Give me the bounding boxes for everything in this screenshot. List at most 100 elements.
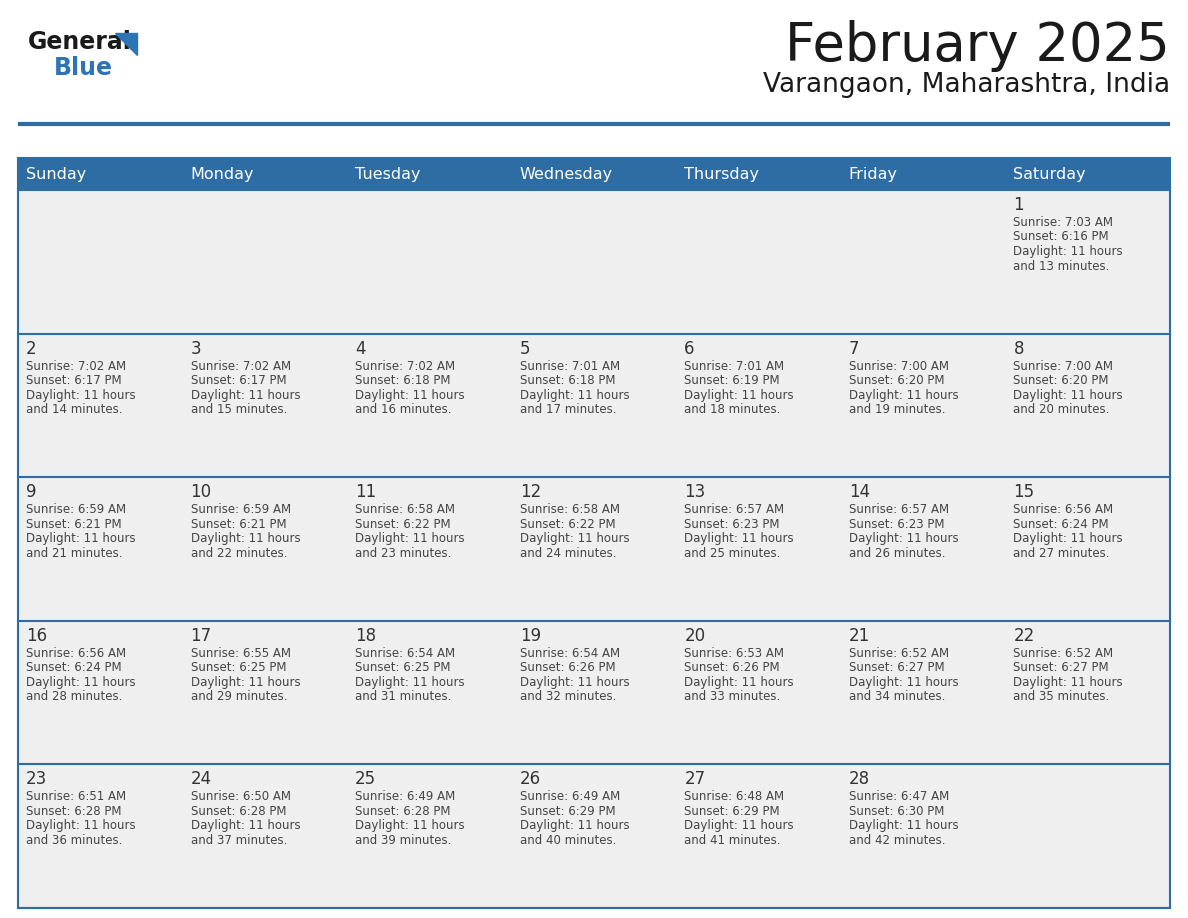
Text: and 42 minutes.: and 42 minutes. <box>849 834 946 847</box>
Text: Sunset: 6:27 PM: Sunset: 6:27 PM <box>849 661 944 675</box>
Text: Blue: Blue <box>53 56 113 80</box>
Text: 8: 8 <box>1013 340 1024 358</box>
Bar <box>1005 190 1170 333</box>
Bar <box>18 190 183 333</box>
Text: 3: 3 <box>190 340 201 358</box>
Text: and 22 minutes.: and 22 minutes. <box>190 547 287 560</box>
Text: and 37 minutes.: and 37 minutes. <box>190 834 287 847</box>
Text: Sunset: 6:29 PM: Sunset: 6:29 PM <box>519 805 615 818</box>
Bar <box>183 190 347 333</box>
Text: Tuesday: Tuesday <box>355 166 421 182</box>
Text: Sunrise: 6:52 AM: Sunrise: 6:52 AM <box>1013 647 1113 660</box>
Text: Sunrise: 7:02 AM: Sunrise: 7:02 AM <box>355 360 455 373</box>
Text: and 21 minutes.: and 21 minutes. <box>26 547 122 560</box>
Bar <box>1005 477 1170 621</box>
Text: Sunset: 6:21 PM: Sunset: 6:21 PM <box>190 518 286 531</box>
Text: Sunrise: 6:49 AM: Sunrise: 6:49 AM <box>519 790 620 803</box>
Text: Sunset: 6:28 PM: Sunset: 6:28 PM <box>26 805 121 818</box>
Text: Sunrise: 7:02 AM: Sunrise: 7:02 AM <box>190 360 291 373</box>
Text: Sunrise: 6:59 AM: Sunrise: 6:59 AM <box>190 503 291 516</box>
Text: Sunset: 6:23 PM: Sunset: 6:23 PM <box>684 518 779 531</box>
Text: Daylight: 11 hours: Daylight: 11 hours <box>849 388 959 401</box>
Text: Friday: Friday <box>849 166 898 182</box>
Text: Daylight: 11 hours: Daylight: 11 hours <box>519 532 630 545</box>
Text: 12: 12 <box>519 483 541 501</box>
Text: and 40 minutes.: and 40 minutes. <box>519 834 617 847</box>
Text: Daylight: 11 hours: Daylight: 11 hours <box>190 676 301 688</box>
Text: Wednesday: Wednesday <box>519 166 613 182</box>
Text: and 41 minutes.: and 41 minutes. <box>684 834 781 847</box>
Text: Daylight: 11 hours: Daylight: 11 hours <box>519 388 630 401</box>
Text: Daylight: 11 hours: Daylight: 11 hours <box>519 820 630 833</box>
Bar <box>512 190 676 333</box>
Bar <box>18 477 183 621</box>
Text: 2: 2 <box>26 340 37 358</box>
Text: and 39 minutes.: and 39 minutes. <box>355 834 451 847</box>
Text: and 28 minutes.: and 28 minutes. <box>26 690 122 703</box>
Bar <box>512 333 676 477</box>
Text: Sunrise: 6:52 AM: Sunrise: 6:52 AM <box>849 647 949 660</box>
Bar <box>18 158 1170 190</box>
Text: 20: 20 <box>684 627 706 644</box>
Text: Daylight: 11 hours: Daylight: 11 hours <box>26 676 135 688</box>
Text: Sunrise: 6:48 AM: Sunrise: 6:48 AM <box>684 790 784 803</box>
Text: Daylight: 11 hours: Daylight: 11 hours <box>1013 676 1123 688</box>
Bar <box>676 477 841 621</box>
Text: Sunset: 6:28 PM: Sunset: 6:28 PM <box>355 805 450 818</box>
Bar <box>183 765 347 908</box>
Text: Daylight: 11 hours: Daylight: 11 hours <box>849 820 959 833</box>
Text: Thursday: Thursday <box>684 166 759 182</box>
Text: Sunset: 6:17 PM: Sunset: 6:17 PM <box>26 375 121 387</box>
Text: Sunrise: 6:58 AM: Sunrise: 6:58 AM <box>519 503 620 516</box>
Bar <box>841 333 1005 477</box>
Text: Sunrise: 7:00 AM: Sunrise: 7:00 AM <box>849 360 949 373</box>
Text: Daylight: 11 hours: Daylight: 11 hours <box>355 388 465 401</box>
Text: Sunset: 6:28 PM: Sunset: 6:28 PM <box>190 805 286 818</box>
Text: Sunrise: 6:55 AM: Sunrise: 6:55 AM <box>190 647 291 660</box>
Text: 1: 1 <box>1013 196 1024 214</box>
Text: Sunrise: 6:56 AM: Sunrise: 6:56 AM <box>26 647 126 660</box>
Text: Sunset: 6:18 PM: Sunset: 6:18 PM <box>355 375 450 387</box>
Text: Daylight: 11 hours: Daylight: 11 hours <box>355 820 465 833</box>
Text: Sunrise: 6:51 AM: Sunrise: 6:51 AM <box>26 790 126 803</box>
Text: Sunset: 6:20 PM: Sunset: 6:20 PM <box>849 375 944 387</box>
Text: Sunrise: 6:47 AM: Sunrise: 6:47 AM <box>849 790 949 803</box>
Text: Daylight: 11 hours: Daylight: 11 hours <box>26 532 135 545</box>
Text: Sunset: 6:16 PM: Sunset: 6:16 PM <box>1013 230 1110 243</box>
Text: Sunrise: 7:00 AM: Sunrise: 7:00 AM <box>1013 360 1113 373</box>
Text: Sunrise: 7:03 AM: Sunrise: 7:03 AM <box>1013 216 1113 229</box>
Text: and 29 minutes.: and 29 minutes. <box>190 690 287 703</box>
Text: and 13 minutes.: and 13 minutes. <box>1013 260 1110 273</box>
Text: 26: 26 <box>519 770 541 789</box>
Text: Sunset: 6:19 PM: Sunset: 6:19 PM <box>684 375 779 387</box>
Text: and 25 minutes.: and 25 minutes. <box>684 547 781 560</box>
Text: Daylight: 11 hours: Daylight: 11 hours <box>519 676 630 688</box>
Text: 16: 16 <box>26 627 48 644</box>
Text: Daylight: 11 hours: Daylight: 11 hours <box>684 532 794 545</box>
Text: Daylight: 11 hours: Daylight: 11 hours <box>849 532 959 545</box>
Text: and 27 minutes.: and 27 minutes. <box>1013 547 1110 560</box>
Text: Sunset: 6:22 PM: Sunset: 6:22 PM <box>519 518 615 531</box>
Text: and 20 minutes.: and 20 minutes. <box>1013 403 1110 416</box>
Bar <box>512 621 676 765</box>
Text: 19: 19 <box>519 627 541 644</box>
Bar <box>183 333 347 477</box>
Text: and 18 minutes.: and 18 minutes. <box>684 403 781 416</box>
Text: and 24 minutes.: and 24 minutes. <box>519 547 617 560</box>
Text: and 26 minutes.: and 26 minutes. <box>849 547 946 560</box>
Text: Sunset: 6:27 PM: Sunset: 6:27 PM <box>1013 661 1110 675</box>
Text: Sunset: 6:26 PM: Sunset: 6:26 PM <box>519 661 615 675</box>
Text: Sunrise: 7:01 AM: Sunrise: 7:01 AM <box>519 360 620 373</box>
Text: and 17 minutes.: and 17 minutes. <box>519 403 617 416</box>
Text: Sunset: 6:29 PM: Sunset: 6:29 PM <box>684 805 779 818</box>
Text: Sunrise: 7:02 AM: Sunrise: 7:02 AM <box>26 360 126 373</box>
Text: and 14 minutes.: and 14 minutes. <box>26 403 122 416</box>
Text: Daylight: 11 hours: Daylight: 11 hours <box>1013 245 1123 258</box>
Text: 9: 9 <box>26 483 37 501</box>
Text: Sunrise: 6:53 AM: Sunrise: 6:53 AM <box>684 647 784 660</box>
Text: Sunrise: 6:58 AM: Sunrise: 6:58 AM <box>355 503 455 516</box>
Text: Daylight: 11 hours: Daylight: 11 hours <box>684 820 794 833</box>
Text: Sunrise: 6:49 AM: Sunrise: 6:49 AM <box>355 790 455 803</box>
Text: and 36 minutes.: and 36 minutes. <box>26 834 122 847</box>
Text: Sunset: 6:24 PM: Sunset: 6:24 PM <box>26 661 121 675</box>
